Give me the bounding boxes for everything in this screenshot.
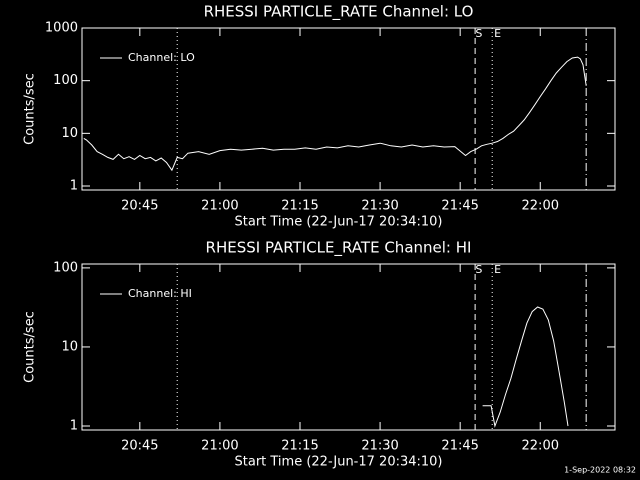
x-axis-label: Start Time (22-Jun-17 20:34:10) <box>235 455 443 470</box>
y-tick-label: 1000 <box>45 21 78 36</box>
y-tick-label: 100 <box>53 260 78 275</box>
x-axis-label: Start Time (22-Jun-17 20:34:10) <box>235 215 443 230</box>
annotation: S <box>475 27 482 40</box>
y-tick-label: 1 <box>70 418 78 433</box>
legend-label: Channel: LO <box>128 51 195 64</box>
x-tick-label: 22:00 <box>522 439 559 454</box>
data-line <box>482 306 569 428</box>
y-tick-label: 10 <box>61 339 78 354</box>
annotation: S <box>475 263 482 276</box>
data-line <box>83 56 587 172</box>
y-axis-label: Counts/sec <box>23 73 38 145</box>
legend-label: Channel: HI <box>128 287 192 300</box>
x-tick-label: 21:15 <box>281 199 318 214</box>
plot-frame <box>81 27 616 191</box>
x-tick-label: 20:45 <box>121 439 158 454</box>
x-tick-label: 21:45 <box>441 439 478 454</box>
x-tick-label: 21:15 <box>281 439 318 454</box>
chart-title: RHESSI PARTICLE_RATE Channel: LO <box>204 3 474 22</box>
x-tick-label: 21:30 <box>361 199 398 214</box>
y-tick-label: 1 <box>70 179 78 194</box>
y-axis-label: Counts/sec <box>23 311 38 383</box>
x-tick-label: 20:45 <box>121 199 158 214</box>
annotation: E <box>494 263 501 276</box>
y-tick-label: 10 <box>61 126 78 141</box>
x-tick-label: 22:00 <box>522 199 559 214</box>
footer: 1-Sep-2022 08:32 <box>564 466 636 475</box>
x-tick-label: 21:00 <box>201 439 238 454</box>
x-tick-label: 21:30 <box>361 439 398 454</box>
y-tick-label: 100 <box>53 73 78 88</box>
x-tick-label: 21:45 <box>441 199 478 214</box>
x-tick-label: 21:00 <box>201 199 238 214</box>
annotation: E <box>494 27 501 40</box>
chart-title: RHESSI PARTICLE_RATE Channel: HI <box>206 239 472 258</box>
